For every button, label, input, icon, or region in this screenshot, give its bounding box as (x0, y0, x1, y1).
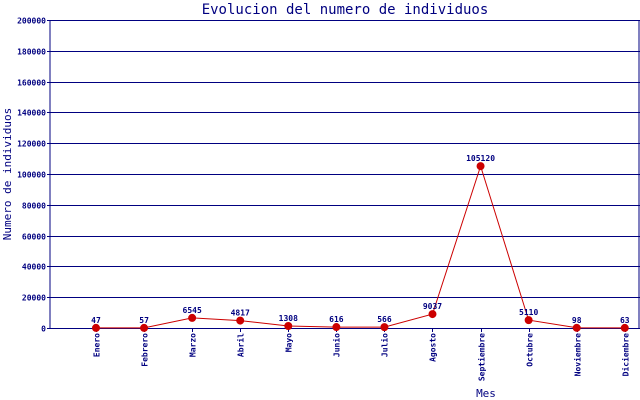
x-tick-label: Octubre (526, 333, 535, 367)
y-axis-label: Numero de individuos (1, 108, 14, 240)
data-labels: 47 57 6545 4817 1308 616 566 9037 105120 5110 98 63 (91, 154, 630, 325)
x-tick-label: Agosto (429, 333, 438, 362)
data-label: 6545 (183, 306, 202, 315)
data-series (92, 162, 629, 332)
data-point (572, 323, 581, 332)
y-axis-ticks: 0 20000 40000 60000 80000 100000 120000 140000 1… (17, 17, 50, 334)
data-label: 9037 (423, 302, 442, 311)
data-point (188, 313, 197, 322)
y-tick-label: 100000 (17, 171, 46, 180)
x-tick-label: Noviembre (573, 333, 583, 377)
y-tick-label: 0 (41, 325, 46, 334)
data-point (620, 323, 629, 332)
data-point (140, 323, 149, 332)
data-label: 47 (91, 316, 101, 325)
x-tick-label: Enero (93, 333, 102, 357)
data-label: 63 (620, 316, 630, 325)
data-label: 566 (377, 315, 392, 324)
x-tick-label: Mayo (285, 333, 294, 352)
data-label: 105120 (466, 154, 495, 163)
data-point (476, 162, 485, 171)
x-axis-ticks: Enero Febrero Marzo Abril Mayo Junio Julio Agos… (93, 328, 631, 381)
chart-title: Evolucion del numero de individuos (202, 2, 489, 18)
data-point (524, 316, 533, 325)
data-point (284, 321, 293, 330)
x-tick-label: Julio (380, 333, 390, 357)
x-axis-label: Mes (476, 387, 496, 400)
data-label: 5110 (519, 308, 538, 317)
y-tick-label: 60000 (22, 233, 46, 242)
y-tick-label: 160000 (17, 79, 46, 88)
data-point (236, 316, 245, 325)
y-tick-label: 80000 (22, 202, 46, 211)
data-point (428, 310, 437, 319)
x-tick-label: Septiembre (477, 333, 487, 381)
x-tick-label: Abril (236, 333, 246, 357)
series-line (96, 164, 625, 329)
data-point (92, 323, 100, 332)
x-tick-label: Febrero (141, 333, 150, 367)
data-point (380, 323, 389, 332)
data-label: 616 (329, 315, 344, 324)
x-tick-label: Diciembre (621, 333, 631, 377)
y-tick-label: 20000 (22, 294, 46, 303)
x-tick-label: Marzo (189, 333, 198, 357)
y-tick-label: 140000 (17, 109, 46, 118)
data-label: 57 (139, 316, 149, 325)
y-tick-label: 120000 (17, 140, 46, 149)
y-tick-label: 40000 (22, 263, 46, 272)
grid-lines (49, 20, 640, 329)
y-tick-label: 200000 (17, 17, 46, 26)
data-label: 98 (572, 316, 582, 325)
x-tick-label: Junio (332, 333, 342, 357)
data-label: 4817 (231, 309, 250, 318)
data-point (332, 323, 341, 332)
data-label: 1308 (279, 314, 298, 323)
y-tick-label: 180000 (17, 48, 46, 57)
